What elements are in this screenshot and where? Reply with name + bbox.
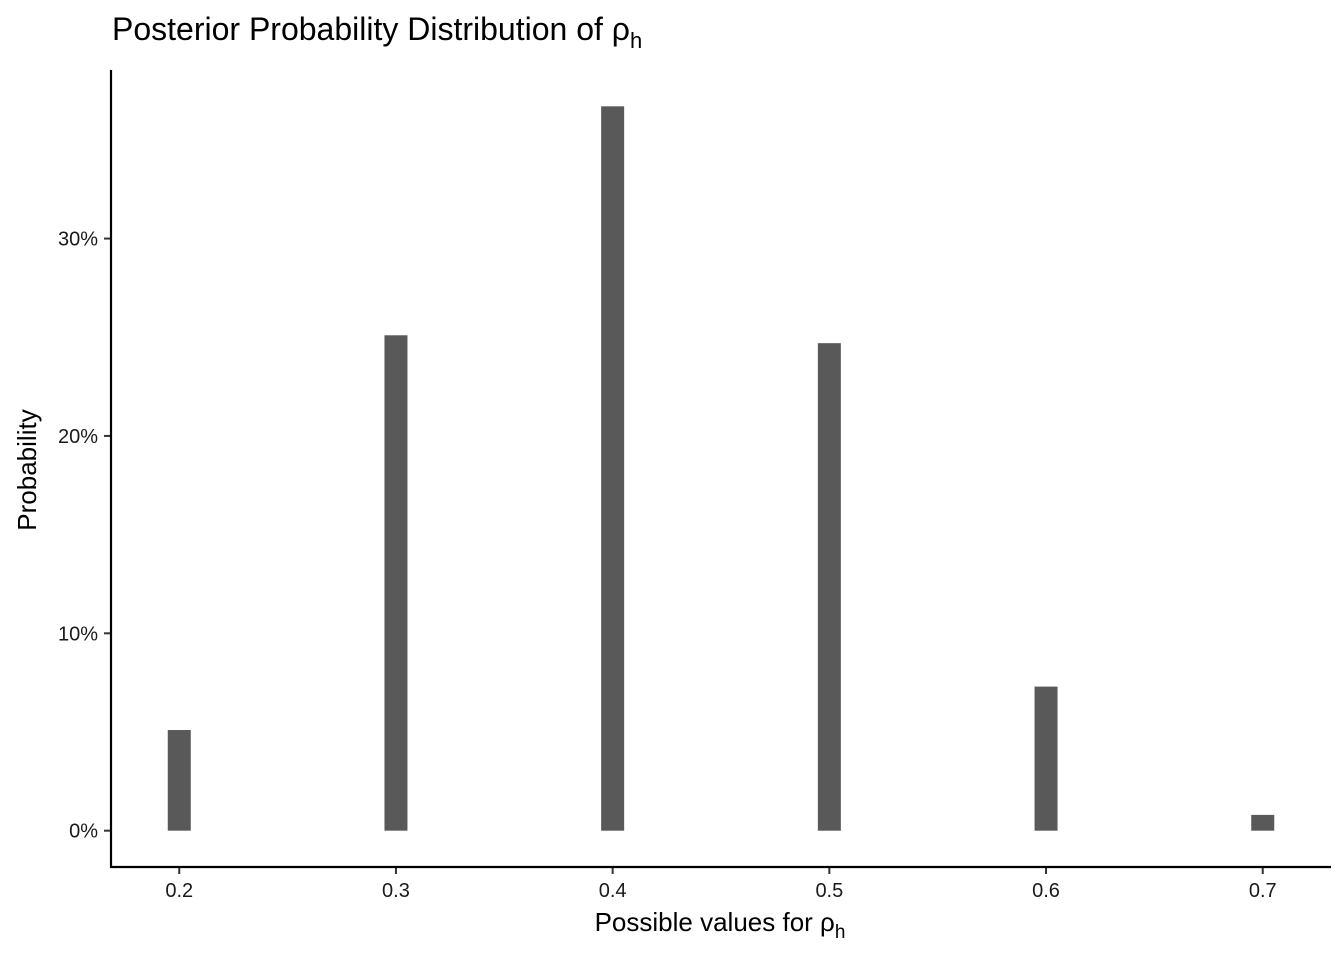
bar-0-7 (1251, 814, 1275, 831)
x-tick-label: 0.3 (382, 880, 410, 902)
x-axis-title-subscript: h (835, 922, 846, 943)
bars-group (167, 106, 1275, 831)
y-tick-label: 20% (58, 426, 98, 448)
bar-0-2 (167, 730, 191, 831)
x-tick-label: 0.6 (1032, 880, 1060, 902)
x-axis-title-main: Possible values for ρ (595, 907, 835, 937)
x-tick-label: 0.5 (815, 880, 843, 902)
bar-0-4 (601, 106, 625, 831)
x-axis-title: Possible values for ρh (595, 907, 846, 943)
bar-0-5 (817, 343, 841, 831)
x-axis-ticks: 0.2 0.3 0.4 0.5 0.6 0.7 (165, 867, 1277, 902)
chart-title-main: Posterior Probability Distribution of ρ (112, 11, 630, 47)
chart-title-subscript: h (630, 28, 642, 53)
x-tick-label: 0.4 (599, 880, 627, 902)
y-axis-title: Probability (12, 409, 42, 530)
x-tick-label: 0.2 (165, 880, 193, 902)
bar-0-6 (1034, 686, 1058, 831)
y-tick-label: 10% (58, 623, 98, 645)
bar-0-3 (384, 335, 408, 831)
y-tick-label: 0% (69, 821, 98, 843)
y-axis-ticks: 0% 10% 20% 30% (58, 229, 111, 843)
y-tick-label: 30% (58, 229, 98, 251)
chart-title: Posterior Probability Distribution of ρh (112, 11, 642, 53)
x-tick-label: 0.7 (1249, 880, 1277, 902)
